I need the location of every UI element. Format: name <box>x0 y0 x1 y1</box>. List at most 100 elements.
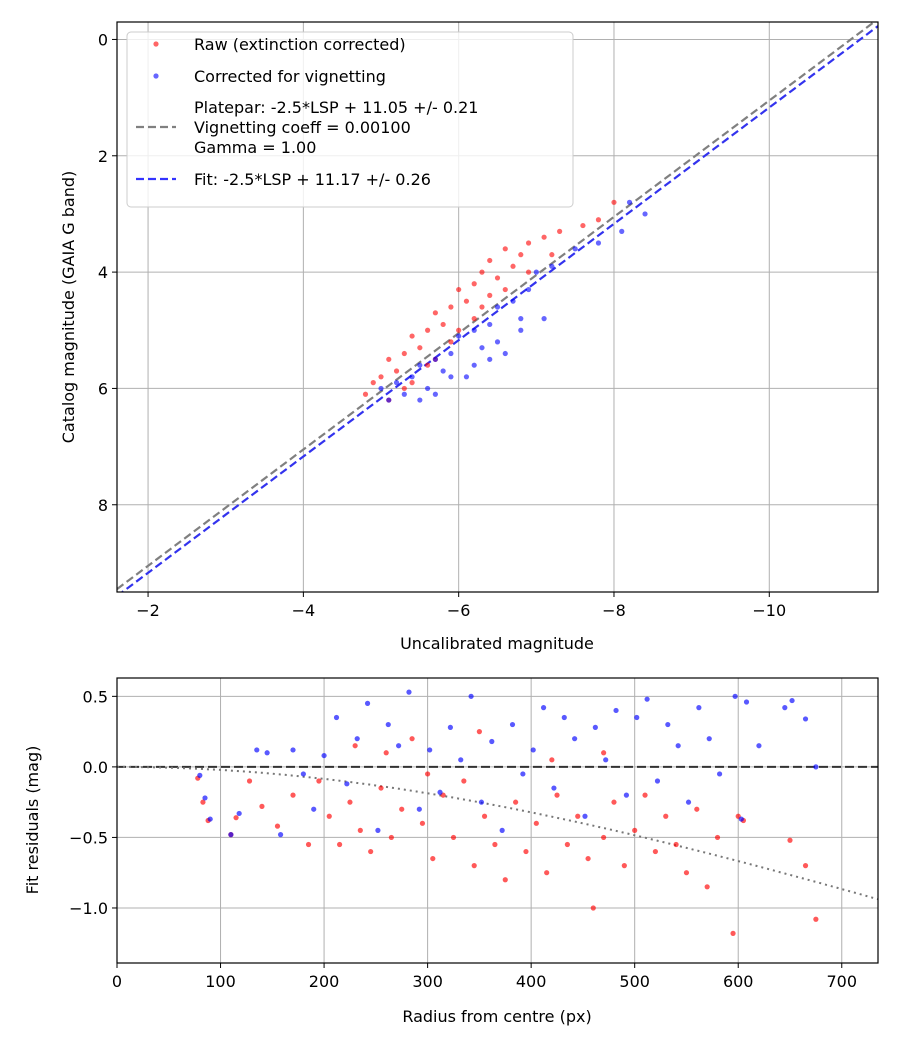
data-point <box>652 848 658 855</box>
x-tick-label: −10 <box>752 601 786 620</box>
series-raw <box>195 729 819 936</box>
data-point <box>236 810 242 817</box>
ticks: 0 100 200 300 400 500 600 700 0.5 0.0 −0.5 −1.0 <box>69 687 857 991</box>
data-point <box>601 750 607 756</box>
data-point <box>572 736 578 742</box>
y-tick-label: 4 <box>98 263 108 282</box>
data-point <box>561 714 567 721</box>
y-tick-label: −1.0 <box>69 899 108 918</box>
data-point <box>787 837 793 843</box>
data-point <box>494 275 501 281</box>
y-tick-label: 0 <box>98 30 108 49</box>
data-point <box>611 799 617 805</box>
data-point <box>300 771 306 777</box>
data-point <box>326 813 332 819</box>
data-point <box>396 743 402 749</box>
data-point <box>440 368 446 374</box>
data-point <box>375 827 381 833</box>
data-point <box>714 834 721 841</box>
data-point <box>743 699 750 705</box>
vignetting-curve <box>117 765 878 901</box>
data-point <box>456 333 462 339</box>
data-point <box>246 778 253 784</box>
data-point <box>478 799 485 805</box>
data-point <box>533 269 539 275</box>
data-point <box>663 813 669 819</box>
data-point <box>694 806 700 812</box>
data-point <box>549 263 555 269</box>
data-point <box>378 385 384 392</box>
data-point <box>489 738 495 745</box>
data-point <box>264 750 270 756</box>
data-point <box>425 771 431 777</box>
x-tick-label: −2 <box>136 601 160 620</box>
x-tick-label: 700 <box>826 972 857 991</box>
data-point <box>207 816 213 822</box>
data-point <box>716 771 723 777</box>
legend-label: Vignetting coeff = 0.00100 <box>194 118 411 137</box>
data-point <box>613 707 619 714</box>
data-point <box>623 792 630 798</box>
data-point <box>357 827 363 833</box>
reference-lines <box>117 765 878 901</box>
series-corrected <box>378 199 648 403</box>
data-point <box>523 848 529 855</box>
x-tick-label: 500 <box>619 972 650 991</box>
y-tick-label: 8 <box>98 496 108 515</box>
x-tick-label: −6 <box>447 601 471 620</box>
data-point <box>370 380 376 386</box>
data-point <box>644 696 650 702</box>
x-axis-label: Uncalibrated magnitude <box>400 634 594 653</box>
data-point <box>499 827 505 833</box>
data-point <box>386 397 392 403</box>
data-point <box>813 764 819 770</box>
data-point <box>393 368 400 374</box>
data-point <box>487 292 493 298</box>
x-tick-label: 300 <box>412 972 443 991</box>
data-point <box>580 222 586 229</box>
data-point <box>518 316 524 322</box>
data-point <box>730 930 736 936</box>
data-point <box>510 298 516 304</box>
data-point <box>525 269 532 275</box>
data-point <box>675 743 681 749</box>
data-point <box>502 286 508 293</box>
data-point <box>530 747 536 753</box>
data-point <box>409 333 415 339</box>
data-point <box>399 806 405 812</box>
data-point <box>541 234 547 240</box>
data-point <box>425 327 431 333</box>
data-point <box>364 700 371 706</box>
data-point <box>802 716 809 722</box>
x-tick-label: 400 <box>516 972 547 991</box>
legend-label: Platepar: -2.5*LSP + 11.05 +/- 0.21 <box>194 98 478 117</box>
data-point <box>432 391 438 397</box>
data-point <box>458 757 464 763</box>
data-point <box>409 380 415 386</box>
ticks: −2 −4 −6 −8 −10 0 2 4 6 8 <box>98 30 786 620</box>
data-point <box>337 841 343 848</box>
data-point <box>305 841 312 848</box>
data-point <box>432 310 438 316</box>
data-point <box>228 832 234 838</box>
data-point <box>463 374 470 380</box>
data-point <box>476 729 482 735</box>
data-point <box>549 757 555 763</box>
data-point <box>290 792 296 798</box>
data-point <box>621 863 627 869</box>
legend-label: Gamma = 1.00 <box>194 138 316 157</box>
data-point <box>456 327 462 333</box>
y-tick-label: 0.0 <box>83 758 108 777</box>
y-tick-label: 6 <box>98 379 108 398</box>
data-point <box>448 374 454 380</box>
data-point <box>344 781 350 787</box>
data-point <box>417 345 423 351</box>
x-axis-label: Radius from centre (px) <box>402 1007 591 1026</box>
data-point <box>202 795 208 801</box>
data-point <box>417 362 423 368</box>
data-point <box>626 199 633 205</box>
data-point <box>518 252 524 258</box>
data-point <box>632 827 638 833</box>
data-point <box>502 246 508 252</box>
